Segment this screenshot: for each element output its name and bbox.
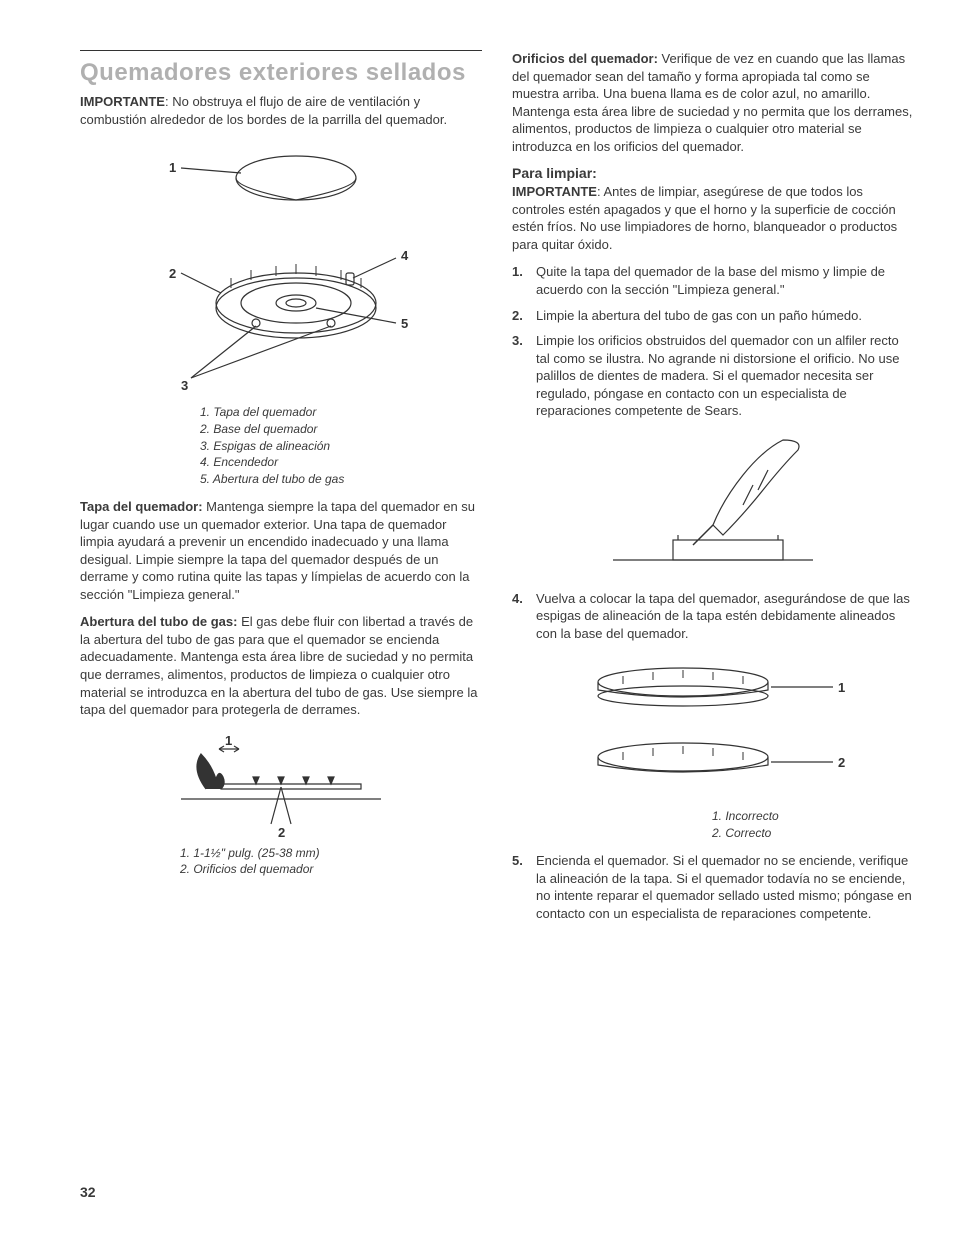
fig4-cap-2: 2. Correcto [712,825,914,842]
tapa-paragraph: Tapa del quemador: Mantenga siempre la t… [80,498,482,603]
para-limpiar-heading: Para limpiar: [512,165,914,181]
step-5-text: Encienda el quemador. Si el quemador no … [536,852,914,922]
fig1-cap-5: 5. Abertura del tubo de gas [200,471,482,488]
fig1-label-2: 2 [169,266,176,281]
step-5: 5.Encienda el quemador. Si el quemador n… [512,852,914,922]
step-5-num: 5. [512,852,528,922]
figure-burner-parts: 1 2 3 4 5 1. Tapa del quemador 2. Base d… [80,138,482,488]
fig2-caption: 1. 1-1½" pulg. (25-38 mm) 2. Orificios d… [180,845,482,879]
step-3-num: 3. [512,332,528,420]
cleaning-steps-end: 5.Encienda el quemador. Si el quemador n… [512,852,914,922]
step-4-num: 4. [512,590,528,643]
important-note: IMPORTANTE: No obstruya el flujo de aire… [80,93,482,128]
fig1-label-3: 3 [181,378,188,393]
orificios-text: Verifique de vez en cuando que las llama… [512,51,912,154]
figure-flame-height: 1 2 1. 1-1½" pulg. (25-38 mm) 2. Orifici… [80,729,482,879]
fig1-cap-4: 4. Encendedor [200,454,482,471]
orificios-label: Orificios del quemador: [512,51,658,66]
fig2-label-2: 2 [278,825,285,839]
step-1: 1.Quite la tapa del quemador de la base … [512,263,914,298]
title-rule [80,50,482,51]
step-1-num: 1. [512,263,528,298]
alignment-diagram: 1 2 [553,652,873,802]
fig1-label-5: 5 [401,316,408,331]
page-number: 32 [80,1184,96,1200]
fig1-label-4: 4 [401,248,409,263]
right-column: Orificios del quemador: Verifique de vez… [512,50,914,930]
tapa-label: Tapa del quemador: [80,499,203,514]
imp2-label: IMPORTANTE [512,184,597,199]
fig4-cap-1: 1. Incorrecto [712,808,914,825]
important-label: IMPORTANTE [80,94,165,109]
flame-height-diagram: 1 2 [161,729,401,839]
fig4-caption: 1. Incorrecto 2. Correcto [712,808,914,842]
fig4-label-1: 1 [838,680,845,695]
fig1-label-1: 1 [169,160,176,175]
figure-alignment: 1 2 1. Incorrecto 2. Correcto [512,652,914,842]
fig2-cap-1: 1. 1-1½" pulg. (25-38 mm) [180,845,482,862]
fig2-label-1: 1 [225,733,232,748]
cleaning-steps-cont: 4.Vuelva a colocar la tapa del quemador,… [512,590,914,643]
step-3: 3.Limpie los orificios obstruidos del qu… [512,332,914,420]
fig1-cap-2: 2. Base del quemador [200,421,482,438]
figure-pin-cleaning [512,430,914,580]
step-1-text: Quite la tapa del quemador de la base de… [536,263,914,298]
fig2-cap-2: 2. Orificios del quemador [180,861,482,878]
cleaning-steps: 1.Quite la tapa del quemador de la base … [512,263,914,419]
fig1-cap-1: 1. Tapa del quemador [200,404,482,421]
fig1-caption: 1. Tapa del quemador 2. Base del quemado… [200,404,482,488]
important-2: IMPORTANTE: Antes de limpiar, asegúrese … [512,183,914,253]
step-2: 2. Limpie la abertura del tubo de gas con… [512,307,914,325]
step-3-text: Limpie los orificios obstruidos del quem… [536,332,914,420]
left-column: Quemadores exteriores sellados IMPORTANT… [80,50,482,930]
step-2-text: Limpie la abertura del tubo de gas con u… [536,307,862,325]
abertura-text: El gas debe fluir con libertad a través … [80,614,477,717]
fig1-cap-3: 3. Espigas de alineación [200,438,482,455]
tapa-text: Mantenga siempre la tapa del quemador en… [80,499,475,602]
orificios-paragraph: Orificios del quemador: Verifique de vez… [512,50,914,155]
burner-parts-diagram: 1 2 3 4 5 [131,138,431,398]
fig4-label-2: 2 [838,755,845,770]
pin-cleaning-diagram [603,430,823,580]
page-title: Quemadores exteriores sellados [80,59,482,87]
abertura-paragraph: Abertura del tubo de gas: El gas debe fl… [80,613,482,718]
step-4-text: Vuelva a colocar la tapa del quemador, a… [536,590,914,643]
step-2-num: 2. [512,307,528,325]
step-4: 4.Vuelva a colocar la tapa del quemador,… [512,590,914,643]
abertura-label: Abertura del tubo de gas: [80,614,237,629]
